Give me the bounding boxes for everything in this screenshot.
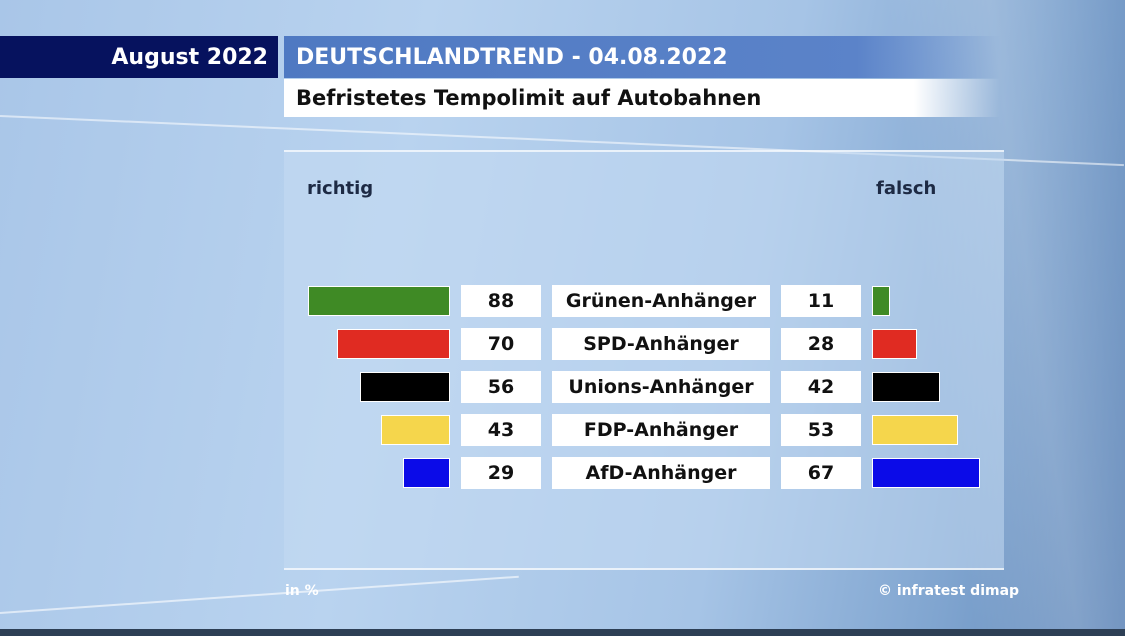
category-label: Unions-Anhänger [552, 371, 770, 403]
chart-title: Befristetes Tempolimit auf Autobahnen [284, 79, 1000, 117]
value-falsch: 42 [781, 371, 861, 403]
category-label: Grünen-Anhänger [552, 285, 770, 317]
category-label: AfD-Anhänger [552, 457, 770, 489]
value-falsch: 11 [781, 285, 861, 317]
unit-label: in % [285, 583, 319, 599]
value-falsch: 67 [781, 457, 861, 489]
category-label: SPD-Anhänger [552, 328, 770, 360]
bar-falsch [872, 458, 980, 488]
date-label: August 2022 [0, 36, 278, 78]
value-richtig: 88 [461, 285, 541, 317]
chart-row: 29 AfD-Anhänger 67 [0, 457, 1125, 489]
bar-richtig [337, 329, 450, 359]
bar-falsch [872, 415, 958, 445]
category-label: FDP-Anhänger [552, 414, 770, 446]
value-falsch: 53 [781, 414, 861, 446]
bottom-bar [0, 629, 1125, 636]
background-line [0, 575, 519, 614]
header-title: DEUTSCHLANDTREND - 04.08.2022 [284, 36, 1000, 78]
bar-falsch [872, 329, 917, 359]
source-label: © infratest dimap [878, 583, 1020, 599]
legend-richtig: richtig [307, 178, 374, 199]
value-richtig: 70 [461, 328, 541, 360]
value-richtig: 56 [461, 371, 541, 403]
bar-richtig [381, 415, 450, 445]
chart-row: 88 Grünen-Anhänger 11 [0, 285, 1125, 317]
bar-falsch [872, 286, 890, 316]
value-falsch: 28 [781, 328, 861, 360]
value-richtig: 29 [461, 457, 541, 489]
chart-row: 56 Unions-Anhänger 42 [0, 371, 1125, 403]
legend-falsch: falsch [876, 178, 937, 199]
chart-row: 70 SPD-Anhänger 28 [0, 328, 1125, 360]
bar-richtig [403, 458, 450, 488]
value-richtig: 43 [461, 414, 541, 446]
chart-panel [284, 150, 1004, 570]
bar-falsch [872, 372, 940, 402]
bar-richtig [360, 372, 450, 402]
bar-richtig [308, 286, 450, 316]
chart-row: 43 FDP-Anhänger 53 [0, 414, 1125, 446]
